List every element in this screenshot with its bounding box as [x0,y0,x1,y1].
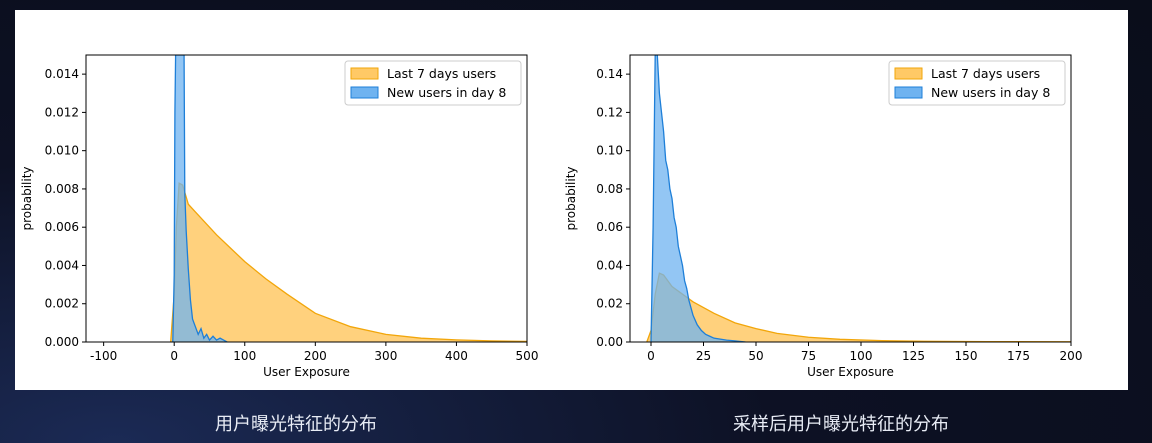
x-tick-label: 500 [516,349,539,363]
y-tick-label: 0.004 [45,258,79,272]
legend-label-2: New users in day 8 [931,85,1050,100]
x-tick-label: 400 [445,349,468,363]
x-tick-label: 75 [801,349,816,363]
x-tick-label: 0 [170,349,178,363]
y-tick-label: 0.006 [45,220,79,234]
x-tick-label: 200 [1060,349,1083,363]
axes-frame-2 [629,54,1072,343]
y-tick-label: 0.06 [596,220,623,234]
x-tick-label: 100 [233,349,256,363]
legend-box [888,60,1066,106]
series-area-2-2 [651,55,746,342]
series-line-1-2 [172,55,228,342]
y-tick-label: 0.012 [45,105,79,119]
x-tick-label: 175 [1007,349,1030,363]
chart-2: 0 25 50 75 100 125 150 175 200 0.00 0.02 0.04 0.06 0.… [564,54,1083,379]
y-tick-label: 0.10 [596,144,623,158]
y-tick-label: 0.002 [45,297,79,311]
x-tick-label: 100 [850,349,873,363]
y-tick-label: 0.00 [596,335,623,349]
legend-label-1: Last 7 days users [387,66,496,81]
legend-swatch-2 [350,86,379,99]
x-tick-label: 200 [304,349,327,363]
figure-panel: -100 0 100 200 300 400 500 0.000 0.002 0.004 0.006… [15,10,1128,390]
series-area-2-1 [646,273,1071,342]
legend-label-2: New users in day 8 [387,85,506,100]
chart-1: -100 0 100 200 300 400 500 0.000 0.002 0.004 0.006… [20,54,539,379]
axes-frame-1 [85,54,528,343]
legend-2: Last 7 days users New users in day 8 [888,60,1066,106]
x-tick-label: -100 [90,349,117,363]
x-axis-label: User Exposure [263,365,350,379]
x-tick-label: 25 [696,349,711,363]
x-tick-label: 150 [955,349,978,363]
legend-box [344,60,522,106]
series-line-2-2 [650,55,746,342]
charts-svg: -100 0 100 200 300 400 5000.0000.0020.0040.006… [20,54,1083,379]
x-tick-label: 300 [374,349,397,363]
y-tick-label: 0.04 [596,258,623,272]
y-tick-label: 0.014 [45,67,79,81]
legend-label-1: Last 7 days users [931,66,1040,81]
y-tick-label: 0.010 [45,144,79,158]
x-axis-label: User Exposure [807,365,894,379]
legend-swatch-2 [894,86,923,99]
caption-left: 用户曝光特征的分布 [215,414,377,435]
y-tick-label: 0.000 [45,335,79,349]
y-axis-label: probability [564,166,578,230]
plot-area-2 [646,55,1071,342]
x-tick-label: 50 [748,349,763,363]
y-tick-label: 0.14 [596,67,623,81]
y-tick-label: 0.02 [596,297,623,311]
x-tick-label: 0 [647,349,655,363]
legend-1: Last 7 days users New users in day 8 [344,60,522,106]
legend-swatch-1 [350,67,379,80]
y-tick-label: 0.008 [45,182,79,196]
plot-area-1 [170,55,527,342]
series-area-1-2 [172,55,228,342]
x-tick-label: 125 [902,349,925,363]
legend-swatch-1 [894,67,923,80]
y-tick-label: 0.08 [596,182,623,196]
series-area-1-1 [170,183,527,342]
y-tick-label: 0.12 [596,105,623,119]
y-axis-label: probability [20,166,34,230]
caption-right: 采样后用户曝光特征的分布 [733,414,949,435]
